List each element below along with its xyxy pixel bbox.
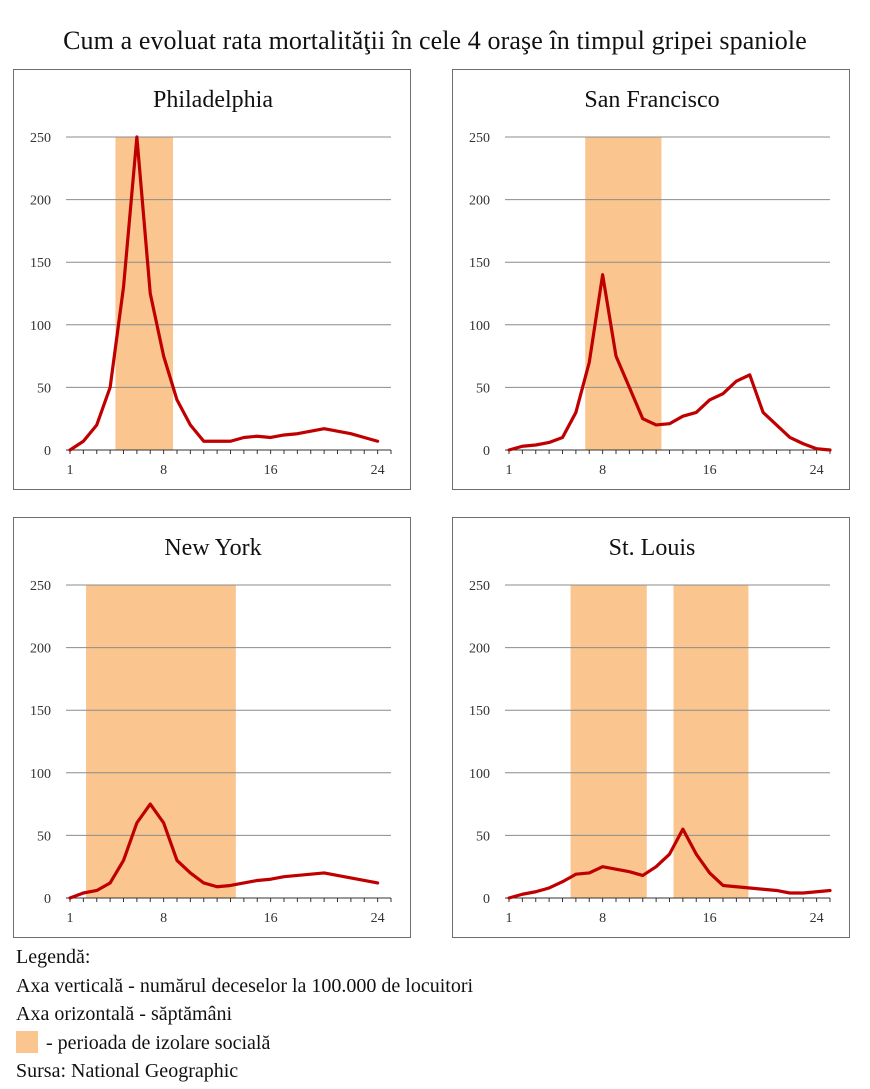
mortality-line xyxy=(507,273,832,452)
chart-svg: 250 200 150 100 50 0 1 8 16 24 New York xyxy=(30,535,392,926)
chart-panel-philadelphia: 250 200 150 100 50 0 1 8 16 24 Philadelphia xyxy=(13,69,411,490)
isolation-period-1 xyxy=(115,137,173,450)
y-tick-label-200: 200 xyxy=(30,642,51,657)
chart-svg: 250 200 150 100 50 0 1 8 16 24 Philadelphia xyxy=(30,87,392,478)
y-tick-label-50: 50 xyxy=(476,829,490,844)
y-tick-label-150: 150 xyxy=(469,256,490,271)
legend-isolation-swatch xyxy=(16,1030,38,1053)
legend-heading: Legendă: xyxy=(16,946,91,968)
y-tick-label-100: 100 xyxy=(469,319,490,334)
legend-horizontal-axis: Axa orizontală - săptămâni xyxy=(16,1003,233,1025)
panel-title: Philadelphia xyxy=(153,87,273,113)
chart-panel-san-francisco: 250 200 150 100 50 0 1 8 16 24 San Francisco xyxy=(452,69,850,490)
x-tick-label-1: 1 xyxy=(506,911,513,926)
x-tick-label-1: 1 xyxy=(506,463,513,478)
y-tick-label-0: 0 xyxy=(44,892,51,907)
y-tick-label-250: 250 xyxy=(30,579,51,594)
mortality-line xyxy=(507,827,832,900)
y-tick-label-150: 150 xyxy=(30,704,51,719)
legend: Legendă: Axa verticală - numărul decesel… xyxy=(16,943,473,1086)
y-tick-label-250: 250 xyxy=(469,579,490,594)
x-tick-label-1: 1 xyxy=(67,463,74,478)
chart-svg: 250 200 150 100 50 0 1 8 16 24 San Francisco xyxy=(469,87,832,478)
y-tick-label-200: 200 xyxy=(30,194,51,209)
legend-isolation-item: - perioada de izolare socială xyxy=(16,1029,473,1058)
x-tick-label-8: 8 xyxy=(160,463,167,478)
y-tick-label-50: 50 xyxy=(37,381,51,396)
y-tick-label-50: 50 xyxy=(37,829,51,844)
y-tick-label-100: 100 xyxy=(30,767,51,782)
mortality-line xyxy=(68,802,380,900)
y-tick-label-200: 200 xyxy=(469,642,490,657)
legend-vertical-axis: Axa verticală - numărul deceselor la 100… xyxy=(16,974,474,997)
y-tick-label-150: 150 xyxy=(30,256,51,271)
legend-isolation-label: - perioada de izolare socială xyxy=(46,1031,271,1054)
chart-panel-new-york: 250 200 150 100 50 0 1 8 16 24 New York xyxy=(13,517,411,938)
x-tick-label-24: 24 xyxy=(810,463,824,478)
panel-title: St. Louis xyxy=(609,535,696,561)
panel-title: New York xyxy=(164,535,261,561)
x-tick-label-8: 8 xyxy=(599,911,606,926)
mortality-line xyxy=(68,135,380,452)
y-tick-label-0: 0 xyxy=(483,444,490,459)
y-tick-label-250: 250 xyxy=(469,131,490,146)
isolation-period-1 xyxy=(86,585,236,898)
y-tick-label-100: 100 xyxy=(469,767,490,782)
y-tick-label-50: 50 xyxy=(476,381,490,396)
x-tick-label-24: 24 xyxy=(371,911,385,926)
x-tick-label-16: 16 xyxy=(264,463,278,478)
chart-panel-st-louis: 250 200 150 100 50 0 1 8 16 24 St. Louis xyxy=(452,517,850,938)
y-tick-label-150: 150 xyxy=(469,704,490,719)
chart-title: Cum a evoluat rata mortalităţii în cele … xyxy=(63,26,807,55)
y-tick-label-0: 0 xyxy=(483,892,490,907)
y-tick-label-0: 0 xyxy=(44,444,51,459)
y-tick-label-250: 250 xyxy=(30,131,51,146)
x-tick-label-8: 8 xyxy=(599,463,606,478)
x-tick-label-8: 8 xyxy=(160,911,167,926)
x-tick-label-24: 24 xyxy=(371,463,385,478)
panel-title: San Francisco xyxy=(584,87,719,113)
x-tick-label-16: 16 xyxy=(264,911,278,926)
isolation-period-1 xyxy=(570,585,647,898)
x-tick-label-1: 1 xyxy=(67,911,74,926)
legend-source: Sursa: National Geographic xyxy=(16,1060,239,1082)
isolation-period-2 xyxy=(673,585,749,898)
x-tick-label-16: 16 xyxy=(703,463,717,478)
isolation-period-1 xyxy=(585,137,662,450)
y-tick-label-100: 100 xyxy=(30,319,51,334)
chart-svg: 250 200 150 100 50 0 1 8 16 24 St. Louis xyxy=(469,535,832,926)
x-tick-label-16: 16 xyxy=(703,911,717,926)
y-tick-label-200: 200 xyxy=(469,194,490,209)
x-tick-label-24: 24 xyxy=(810,911,824,926)
